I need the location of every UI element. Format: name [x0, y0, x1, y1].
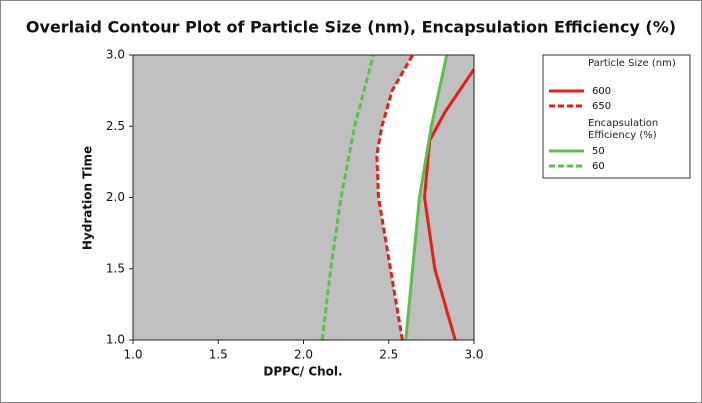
x-axis-label: DPPC/ Chol.	[263, 365, 342, 379]
legend-group-title-text: Encapsulation Efficiency (%)	[588, 118, 659, 141]
y-tick-label: 2.5	[106, 119, 125, 133]
contour-line	[375, 55, 414, 340]
x-tick-label: 2.5	[379, 348, 398, 362]
legend-group-title: Particle Size (nm)	[588, 58, 676, 69]
y-axis-label: Hydration Time	[81, 146, 95, 250]
legend-label: 60	[592, 161, 605, 172]
x-tick-label: 1.0	[123, 348, 142, 362]
y-tick-label: 1.5	[106, 261, 125, 275]
plot-area	[320, 55, 474, 340]
chart-title: Overlaid Contour Plot of Particle Size (…	[26, 18, 676, 37]
legend-label: 50	[592, 146, 605, 157]
feasible-region	[376, 55, 447, 340]
legend-group-title: Encapsulation Efficiency (%)	[588, 118, 659, 141]
y-tick-label: 3.0	[106, 48, 125, 62]
y-tick-label: 2.0	[106, 190, 125, 204]
legend-label: 650	[592, 101, 611, 112]
x-tick-label: 1.5	[209, 348, 228, 362]
contour-line	[404, 55, 449, 340]
legend-group-title-text: Particle Size (nm)	[588, 58, 676, 69]
contour-line	[423, 68, 474, 340]
contour-line	[320, 55, 375, 340]
legend-box	[542, 54, 691, 179]
x-tick-label: 2.0	[294, 348, 313, 362]
y-tick-label: 1.0	[106, 333, 125, 347]
x-tick-label: 3.0	[464, 348, 483, 362]
legend-label: 600	[592, 86, 611, 97]
